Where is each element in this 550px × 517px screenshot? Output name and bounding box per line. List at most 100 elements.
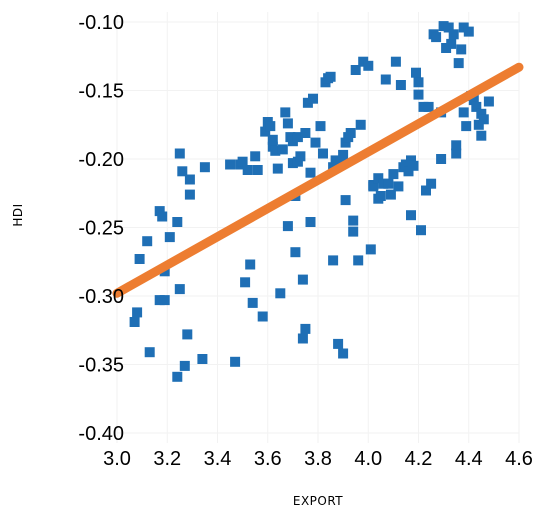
data-point xyxy=(456,44,467,55)
data-point xyxy=(270,145,281,156)
data-point xyxy=(375,191,386,201)
data-point xyxy=(411,67,421,78)
data-point xyxy=(345,128,356,138)
data-point xyxy=(282,221,293,232)
data-point xyxy=(292,156,303,167)
data-point xyxy=(282,118,293,129)
x-axis-title: EXPORT xyxy=(293,494,343,508)
data-point xyxy=(380,74,391,85)
data-point xyxy=(315,121,326,132)
data-point xyxy=(333,338,344,349)
data-point xyxy=(179,360,190,371)
data-point xyxy=(458,107,469,118)
data-point xyxy=(478,114,489,125)
data-point xyxy=(328,255,339,266)
trend-line xyxy=(112,62,524,298)
data-point xyxy=(300,323,311,334)
data-point xyxy=(184,174,195,185)
data-point xyxy=(132,307,143,318)
data-point xyxy=(403,166,414,177)
data-point xyxy=(292,132,303,143)
data-point xyxy=(458,22,469,33)
data-point xyxy=(297,333,308,344)
data-point xyxy=(373,173,384,184)
data-point xyxy=(184,189,195,200)
data-point xyxy=(277,144,288,155)
data-point xyxy=(250,151,261,162)
data-point xyxy=(302,97,313,108)
data-point xyxy=(300,128,311,138)
data-point xyxy=(275,288,286,299)
data-point xyxy=(174,284,185,295)
data-point xyxy=(230,356,241,367)
data-point xyxy=(463,26,474,37)
data-point xyxy=(177,166,188,177)
x-tick-label: 3.8 xyxy=(304,448,332,470)
data-point xyxy=(436,154,447,164)
data-point xyxy=(448,29,459,40)
data-point xyxy=(363,60,374,71)
data-point xyxy=(473,119,484,130)
x-tick-label: 4.0 xyxy=(354,448,382,470)
data-point xyxy=(441,43,452,53)
x-tick-label: 3.4 xyxy=(204,448,232,470)
y-tick-label: -0.40 xyxy=(78,423,124,445)
data-point xyxy=(240,277,251,288)
data-point xyxy=(197,354,208,364)
data-point xyxy=(423,101,434,112)
data-point xyxy=(247,297,258,308)
data-point xyxy=(413,77,424,88)
data-point xyxy=(308,93,318,104)
data-point xyxy=(471,101,482,112)
data-point xyxy=(365,244,376,255)
data-point xyxy=(421,185,431,196)
data-point xyxy=(483,96,494,107)
data-point xyxy=(408,160,419,171)
data-point xyxy=(272,163,283,174)
data-point xyxy=(431,32,442,43)
data-point xyxy=(340,195,351,206)
x-tick-label: 4.2 xyxy=(405,448,433,470)
data-point xyxy=(395,80,406,90)
y-tick-label: -0.30 xyxy=(78,286,124,308)
data-point xyxy=(348,215,359,226)
data-point xyxy=(385,189,396,200)
y-tick-label: -0.20 xyxy=(78,149,124,171)
data-point xyxy=(378,178,389,189)
data-point xyxy=(355,119,366,130)
data-point xyxy=(174,148,185,159)
data-point xyxy=(340,137,351,148)
data-point xyxy=(335,156,346,167)
data-point xyxy=(172,217,183,227)
x-tick-label: 3.0 xyxy=(103,448,131,470)
data-point xyxy=(461,121,472,132)
data-point xyxy=(134,254,145,264)
data-point xyxy=(383,178,394,189)
data-point xyxy=(305,167,316,178)
data-point xyxy=(468,95,479,106)
data-point xyxy=(400,159,411,170)
data-point xyxy=(199,162,210,173)
data-point xyxy=(453,58,464,69)
data-point xyxy=(164,232,175,243)
data-point xyxy=(348,226,359,237)
data-point xyxy=(318,148,328,159)
data-point xyxy=(325,71,336,82)
y-tick-label: -0.15 xyxy=(78,81,124,103)
data-point xyxy=(406,210,416,221)
data-point xyxy=(413,89,424,100)
data-point xyxy=(438,21,449,32)
data-point xyxy=(154,206,165,217)
data-point xyxy=(257,311,268,322)
data-point xyxy=(426,178,437,189)
data-point xyxy=(129,317,140,327)
grid xyxy=(116,12,520,443)
data-point xyxy=(451,140,462,151)
data-point xyxy=(451,148,462,159)
data-point xyxy=(310,137,321,148)
data-point xyxy=(252,165,263,175)
data-point xyxy=(225,159,236,170)
y-axis-title: HDI xyxy=(11,203,25,226)
data-point xyxy=(172,371,183,382)
data-point xyxy=(350,65,361,75)
